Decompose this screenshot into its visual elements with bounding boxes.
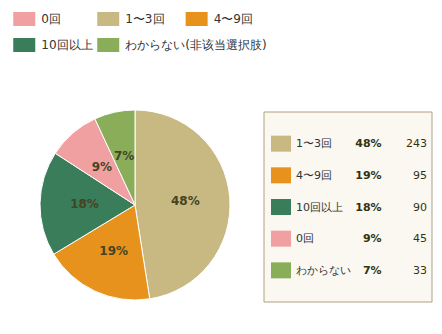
svg-text:10回以上: 10回以上 [296, 201, 343, 214]
svg-text:0回: 0回 [296, 232, 314, 245]
svg-text:わからない(非该当選択肢): わからない(非该当選択肢) [125, 38, 266, 52]
svg-text:10回以上: 10回以上 [41, 38, 92, 52]
svg-text:33: 33 [413, 264, 427, 277]
svg-text:19%: 19% [99, 244, 128, 258]
svg-text:0回: 0回 [41, 12, 61, 26]
svg-text:1〜3回: 1〜3回 [296, 137, 332, 150]
svg-text:95: 95 [413, 169, 427, 182]
svg-text:243: 243 [406, 137, 427, 150]
svg-text:18%: 18% [355, 201, 381, 214]
svg-text:45: 45 [413, 232, 427, 245]
svg-text:18%: 18% [70, 197, 99, 211]
svg-text:9%: 9% [92, 160, 112, 174]
svg-text:90: 90 [413, 201, 427, 214]
svg-text:19%: 19% [355, 169, 381, 182]
svg-text:わからない: わからない [296, 264, 351, 277]
svg-text:48%: 48% [171, 194, 200, 208]
svg-text:7%: 7% [363, 264, 382, 277]
svg-text:9%: 9% [363, 232, 382, 245]
svg-text:4〜9回: 4〜9回 [296, 169, 332, 182]
svg-text:7%: 7% [114, 149, 134, 163]
svg-text:1〜3回: 1〜3回 [125, 12, 164, 26]
svg-text:48%: 48% [355, 137, 381, 150]
svg-text:4〜9回: 4〜9回 [214, 12, 253, 26]
